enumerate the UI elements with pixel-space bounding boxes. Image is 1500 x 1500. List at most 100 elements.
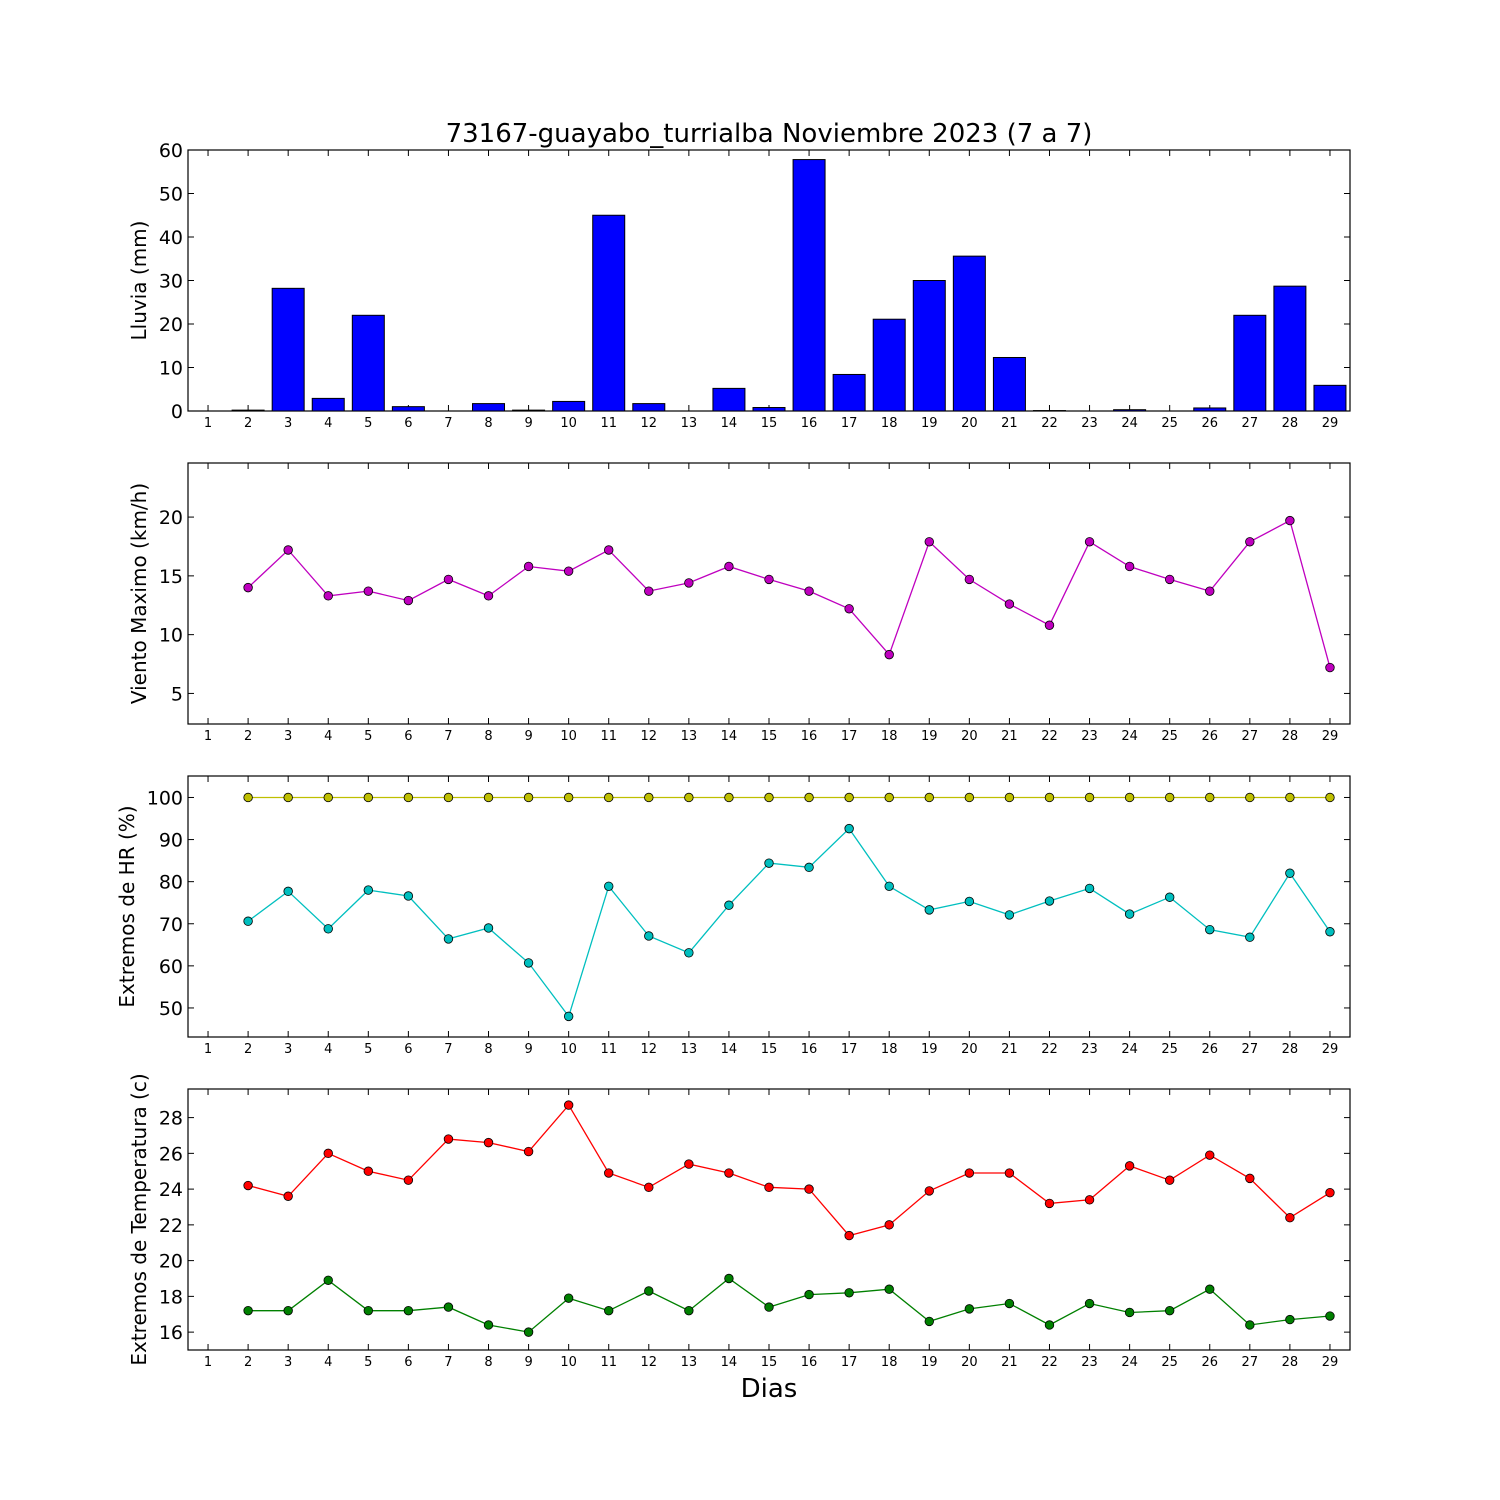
data-point	[1285, 515, 1295, 526]
data-point	[804, 862, 814, 873]
data-point	[363, 885, 374, 895]
bar	[512, 409, 546, 412]
x-tick-label: 19	[921, 1355, 938, 1370]
data-point	[1084, 883, 1095, 894]
y-tick-label: 20	[159, 507, 183, 529]
x-tick-label: 7	[444, 729, 452, 744]
series-1	[243, 1100, 1335, 1241]
x-tick-label: 7	[444, 416, 452, 431]
x-tick-label: 10	[560, 1042, 577, 1057]
data-point	[684, 948, 694, 958]
data-point	[1124, 792, 1135, 803]
data-point	[684, 792, 694, 803]
x-tick-label: 27	[1242, 416, 1259, 431]
x-tick-label: 3	[284, 1355, 292, 1370]
data-point	[1325, 1187, 1335, 1198]
x-tick-label: 25	[1161, 1355, 1178, 1370]
data-point	[523, 792, 534, 803]
bar	[552, 400, 586, 412]
y-tick-label: 10	[159, 358, 183, 380]
x-tick-label: 15	[761, 729, 778, 744]
data-point	[1044, 792, 1055, 803]
x-tick-label: 17	[841, 1042, 858, 1057]
data-point	[323, 591, 333, 601]
data-point	[1084, 537, 1095, 547]
data-point	[724, 792, 734, 803]
data-point	[403, 595, 414, 606]
x-tick-label: 17	[841, 416, 858, 431]
data-point	[243, 792, 253, 803]
x-tick-label: 23	[1081, 416, 1098, 431]
y-tick-label: 16	[159, 1322, 183, 1344]
series-line	[247, 1103, 1331, 1237]
data-point	[1205, 1284, 1215, 1294]
x-tick-label: 14	[721, 416, 738, 431]
bar	[592, 214, 626, 412]
x-tick-label: 3	[284, 729, 292, 744]
bar	[792, 159, 826, 412]
x-tick-label: 15	[761, 1042, 778, 1057]
data-point	[1325, 927, 1335, 937]
series-1	[243, 792, 1335, 803]
data-point	[1285, 1213, 1295, 1223]
x-tick-label: 12	[641, 1042, 658, 1057]
x-tick-label: 7	[444, 1355, 452, 1370]
y-tick-label: 5	[171, 683, 183, 705]
y-tick-label: 30	[159, 271, 183, 293]
x-tick-label: 21	[1001, 1042, 1018, 1057]
x-tick-label: 25	[1161, 729, 1178, 744]
data-point	[804, 1184, 814, 1194]
data-point	[1325, 792, 1335, 803]
bar	[952, 255, 986, 412]
x-tick-label: 10	[560, 416, 577, 431]
x-tick-label: 9	[524, 1355, 532, 1370]
y-axis-label: Extremos de HR (%)	[115, 805, 139, 1007]
y-tick-label: 80	[159, 872, 183, 894]
x-tick-label: 19	[921, 729, 938, 744]
data-point	[684, 1305, 694, 1316]
x-tick-label: 20	[961, 1355, 978, 1370]
data-point	[323, 792, 333, 803]
data-point	[363, 792, 374, 803]
data-point	[1124, 1307, 1135, 1318]
x-tick-label: 2	[244, 729, 252, 744]
data-point	[1044, 620, 1055, 630]
bar	[992, 356, 1026, 412]
x-tick-label: 29	[1322, 729, 1339, 744]
data-point	[1004, 910, 1015, 920]
x-tick-label: 27	[1242, 1355, 1259, 1370]
data-point	[363, 1166, 374, 1176]
x-tick-label: 1	[204, 416, 212, 431]
plot-frame	[187, 462, 1351, 725]
bar	[712, 387, 746, 412]
data-point	[1205, 792, 1215, 803]
data-point	[1044, 896, 1055, 906]
data-point	[1124, 909, 1135, 919]
data-point	[1124, 1161, 1135, 1171]
x-tick-label: 16	[801, 416, 818, 431]
data-point	[1285, 792, 1295, 803]
x-tick-label: 11	[600, 416, 617, 431]
data-point	[1084, 792, 1095, 803]
x-tick-label: 28	[1282, 729, 1299, 744]
data-point	[523, 561, 534, 572]
data-point	[363, 1305, 374, 1316]
data-point	[563, 1293, 574, 1303]
x-tick-label: 5	[364, 416, 372, 431]
x-tick-label: 1	[204, 1355, 212, 1370]
x-tick-label: 8	[484, 729, 492, 744]
bar	[1273, 285, 1307, 412]
data-point	[403, 891, 414, 901]
bar	[1313, 384, 1347, 412]
data-point	[1044, 1198, 1055, 1209]
y-tick-label: 50	[159, 184, 183, 206]
x-tick-label: 25	[1161, 416, 1178, 431]
data-point	[323, 1275, 333, 1285]
data-point	[644, 931, 654, 941]
data-point	[283, 886, 293, 897]
series-1	[243, 515, 1335, 673]
data-point	[724, 900, 734, 910]
data-point	[1084, 1195, 1095, 1205]
